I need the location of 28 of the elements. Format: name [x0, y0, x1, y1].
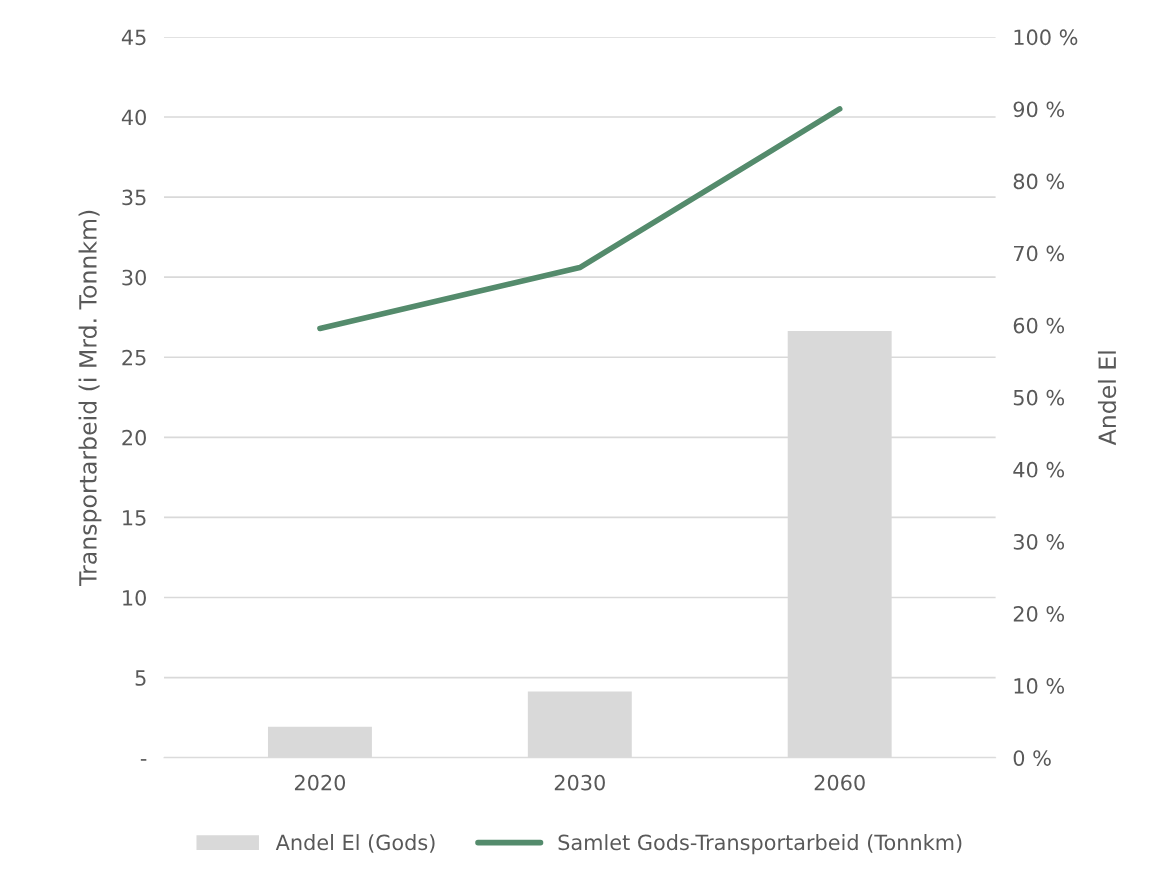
y2-tick-label: 0 %: [1013, 750, 1051, 766]
y2-tick-label: 50 %: [1013, 389, 1065, 406]
y2-tick-label: 60 %: [1013, 317, 1065, 334]
y-tick-label: 35: [122, 189, 146, 206]
y2-axis-title: Andel El: [1097, 351, 1117, 446]
y-tick-label: 30: [122, 269, 146, 286]
y2-tick-label: 40 %: [1013, 461, 1065, 478]
x-tick-label: 2060: [814, 774, 865, 791]
y-tick-label: 5: [135, 670, 146, 686]
y2-tick-label: 30 %: [1013, 533, 1065, 550]
y-tick-label: 20: [122, 429, 146, 446]
y2-tick-label: 100 %: [1014, 29, 1078, 46]
x-tick-label: 2020: [294, 774, 346, 791]
y-tick-label: 25: [122, 349, 146, 366]
y2-tick-label: 20 %: [1013, 605, 1065, 622]
x-tick-label: 2030: [554, 774, 605, 791]
y2-tick-label: 90 %: [1013, 101, 1065, 118]
y-tick-label: -: [140, 759, 147, 761]
legend-label: Samlet Gods-Transportarbeid (Tonnkm): [558, 834, 962, 855]
y-tick-label: 15: [123, 510, 146, 526]
y-tick-label: 40: [121, 109, 146, 126]
y2-tick-label: 80 %: [1013, 173, 1065, 190]
y-tick-label: 45: [121, 29, 146, 46]
y2-tick-label: 70 %: [1013, 245, 1065, 262]
legend-label: Andel El (Gods): [275, 834, 435, 853]
y2-tick-label: 10 %: [1014, 678, 1065, 694]
y-tick-label: 10: [123, 589, 146, 606]
y-axis-title: Transportarbeid (i Mrd. Tonnkm): [78, 210, 102, 586]
